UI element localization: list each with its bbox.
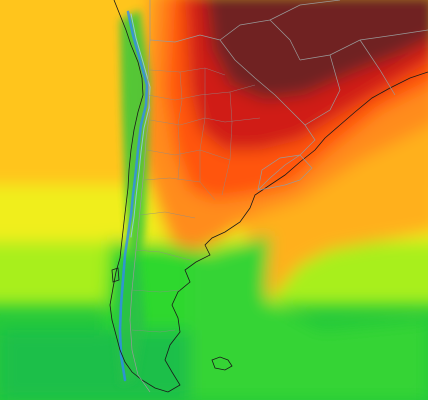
- pacific-coast: [109, 0, 169, 393]
- falkland-islands: [211, 356, 233, 371]
- chiloe-island: [111, 267, 120, 283]
- cold-wedge-atlantic: [190, 235, 428, 400]
- country-borders: [129, 0, 428, 393]
- argentina-uruguay-border: [257, 154, 301, 191]
- andes-ridge: [118, 10, 151, 382]
- province-borders: [131, 67, 261, 333]
- uruguay-outline: [257, 154, 313, 191]
- argentina-brazil-border: [289, 109, 316, 156]
- argentina-chile-border: [129, 0, 151, 393]
- extreme-hot-core: [206, 0, 428, 100]
- argentina-bolivia-border: [149, 34, 221, 43]
- argentina-paraguay-border: [219, 39, 291, 111]
- atlantic-coast: [164, 71, 428, 393]
- brazil-region-borders: [269, 0, 428, 126]
- coastline: [109, 0, 428, 393]
